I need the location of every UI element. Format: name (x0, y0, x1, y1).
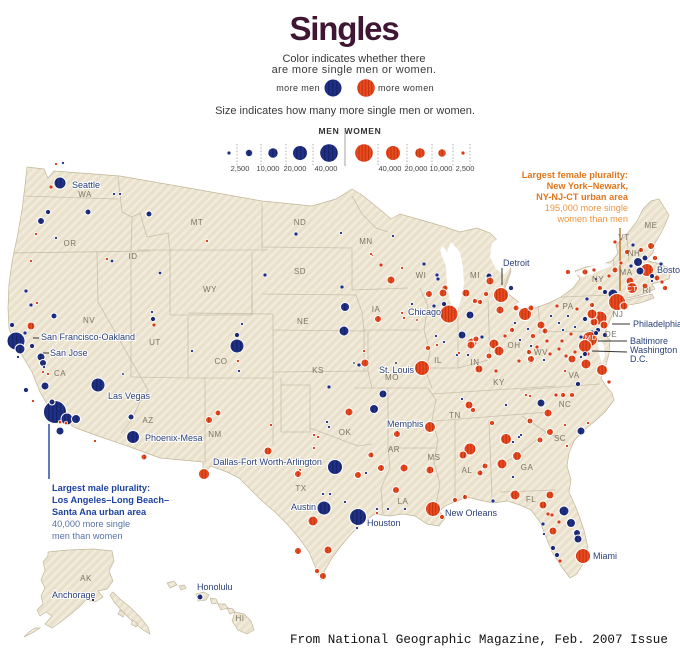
svg-text:men than women: men than women (52, 531, 122, 541)
svg-text:LA: LA (398, 497, 409, 506)
svg-text:20,000: 20,000 (284, 164, 307, 173)
svg-text:Memphis: Memphis (387, 419, 424, 429)
svg-text:D.C.: D.C. (630, 354, 648, 364)
svg-text:10,000: 10,000 (430, 164, 453, 173)
svg-text:Los Angeles–Long Beach–: Los Angeles–Long Beach– (52, 495, 169, 505)
svg-text:New York–Newark,: New York–Newark, (547, 181, 628, 191)
svg-text:40,000 more single: 40,000 more single (52, 519, 130, 529)
svg-text:NC: NC (559, 400, 572, 409)
svg-text:Detroit: Detroit (503, 258, 530, 268)
svg-text:CA: CA (54, 369, 66, 378)
svg-text:WY: WY (203, 285, 217, 294)
svg-text:Santa Ana urban area: Santa Ana urban area (52, 507, 147, 517)
svg-text:KY: KY (493, 378, 505, 387)
svg-text:SD: SD (294, 267, 306, 276)
svg-text:Anchorage: Anchorage (52, 590, 96, 600)
svg-text:Size indicates how many more s: Size indicates how many more single men … (215, 105, 475, 117)
svg-text:Las Vegas: Las Vegas (108, 391, 151, 401)
svg-text:40,000: 40,000 (315, 164, 338, 173)
svg-text:Largest male plurality:: Largest male plurality: (52, 483, 150, 493)
svg-text:NJ: NJ (613, 310, 624, 319)
svg-text:Miami: Miami (593, 551, 617, 561)
svg-text:MT: MT (191, 218, 204, 227)
svg-text:Baltimore: Baltimore (630, 336, 668, 346)
svg-text:Honolulu: Honolulu (197, 582, 233, 592)
svg-text:NE: NE (297, 317, 309, 326)
svg-text:AR: AR (388, 445, 400, 454)
svg-text:MS: MS (428, 453, 441, 462)
svg-text:40,000: 40,000 (379, 164, 402, 173)
svg-text:Phoenix-Mesa: Phoenix-Mesa (145, 433, 203, 443)
svg-text:20,000: 20,000 (405, 164, 428, 173)
svg-text:NV: NV (83, 316, 95, 325)
svg-text:Dallas-Fort Worth-Arlington: Dallas-Fort Worth-Arlington (213, 457, 322, 467)
svg-text:OK: OK (339, 428, 352, 437)
svg-text:San Francisco-Oakland: San Francisco-Oakland (41, 332, 135, 342)
svg-text:CT: CT (627, 284, 638, 293)
svg-text:Singles: Singles (290, 10, 399, 47)
svg-text:WV: WV (534, 348, 548, 357)
svg-text:NH: NH (628, 249, 641, 258)
svg-text:Austin: Austin (291, 502, 316, 512)
svg-text:more men: more men (276, 83, 320, 93)
svg-text:Boston: Boston (657, 265, 680, 275)
svg-text:IA: IA (372, 305, 381, 314)
svg-text:KS: KS (312, 366, 324, 375)
svg-text:MO: MO (385, 373, 399, 382)
svg-text:Seattle: Seattle (72, 180, 100, 190)
svg-text:10,000: 10,000 (257, 164, 280, 173)
svg-text:CO: CO (215, 357, 228, 366)
svg-text:OR: OR (64, 239, 77, 248)
svg-text:OH: OH (508, 341, 521, 350)
svg-text:more women: more women (378, 83, 434, 93)
svg-text:UT: UT (149, 338, 161, 347)
svg-text:NY-NJ-CT urban area: NY-NJ-CT urban area (536, 192, 629, 202)
svg-text:ID: ID (129, 252, 138, 261)
svg-text:Washington: Washington (630, 345, 677, 355)
svg-text:ND: ND (294, 218, 307, 227)
svg-text:San Jose: San Jose (50, 348, 88, 358)
svg-text:AZ: AZ (142, 416, 153, 425)
svg-text:NM: NM (208, 430, 221, 439)
svg-text:GA: GA (521, 463, 534, 472)
svg-text:FL: FL (526, 495, 536, 504)
svg-text:TN: TN (449, 411, 461, 420)
svg-text:Color indicates whether there: Color indicates whether there (282, 53, 425, 65)
svg-text:MEN: MEN (319, 126, 340, 136)
svg-text:ME: ME (645, 221, 658, 230)
svg-text:HI: HI (236, 614, 245, 623)
svg-text:MA: MA (620, 268, 633, 277)
svg-text:Philadelphia: Philadelphia (633, 319, 680, 329)
svg-text:DE: DE (605, 330, 617, 339)
svg-text:SC: SC (554, 434, 566, 443)
svg-text:2,500: 2,500 (231, 164, 250, 173)
svg-text:WA: WA (78, 190, 92, 199)
svg-text:women than men: women than men (557, 214, 628, 224)
svg-text:are more single men or women.: are more single men or women. (272, 64, 437, 76)
svg-text:PA: PA (562, 302, 573, 311)
svg-text:IN: IN (471, 358, 480, 367)
svg-text:WOMEN: WOMEN (344, 126, 381, 136)
svg-text:195,000 more single: 195,000 more single (545, 203, 628, 213)
svg-text:RI: RI (643, 286, 652, 295)
svg-text:2,500: 2,500 (456, 164, 475, 173)
svg-text:Largest female plurality:: Largest female plurality: (522, 170, 628, 180)
svg-text:MI: MI (470, 271, 480, 280)
svg-text:Houston: Houston (367, 518, 401, 528)
svg-text:New Orleans: New Orleans (445, 508, 498, 518)
svg-text:TX: TX (295, 484, 306, 493)
svg-text:VT: VT (618, 233, 629, 242)
svg-text:NY: NY (592, 275, 604, 284)
svg-text:AK: AK (80, 574, 92, 583)
svg-text:IL: IL (434, 356, 442, 365)
svg-text:MN: MN (359, 237, 372, 246)
svg-text:WI: WI (416, 271, 427, 280)
svg-text:Chicago: Chicago (408, 307, 441, 317)
svg-text:AL: AL (462, 466, 473, 475)
svg-text:VA: VA (568, 371, 579, 380)
svg-text:St. Louis: St. Louis (379, 365, 415, 375)
svg-text:MD: MD (585, 333, 598, 342)
svg-text:From National Geographic Magaz: From National Geographic Magazine, Feb. … (290, 633, 668, 647)
